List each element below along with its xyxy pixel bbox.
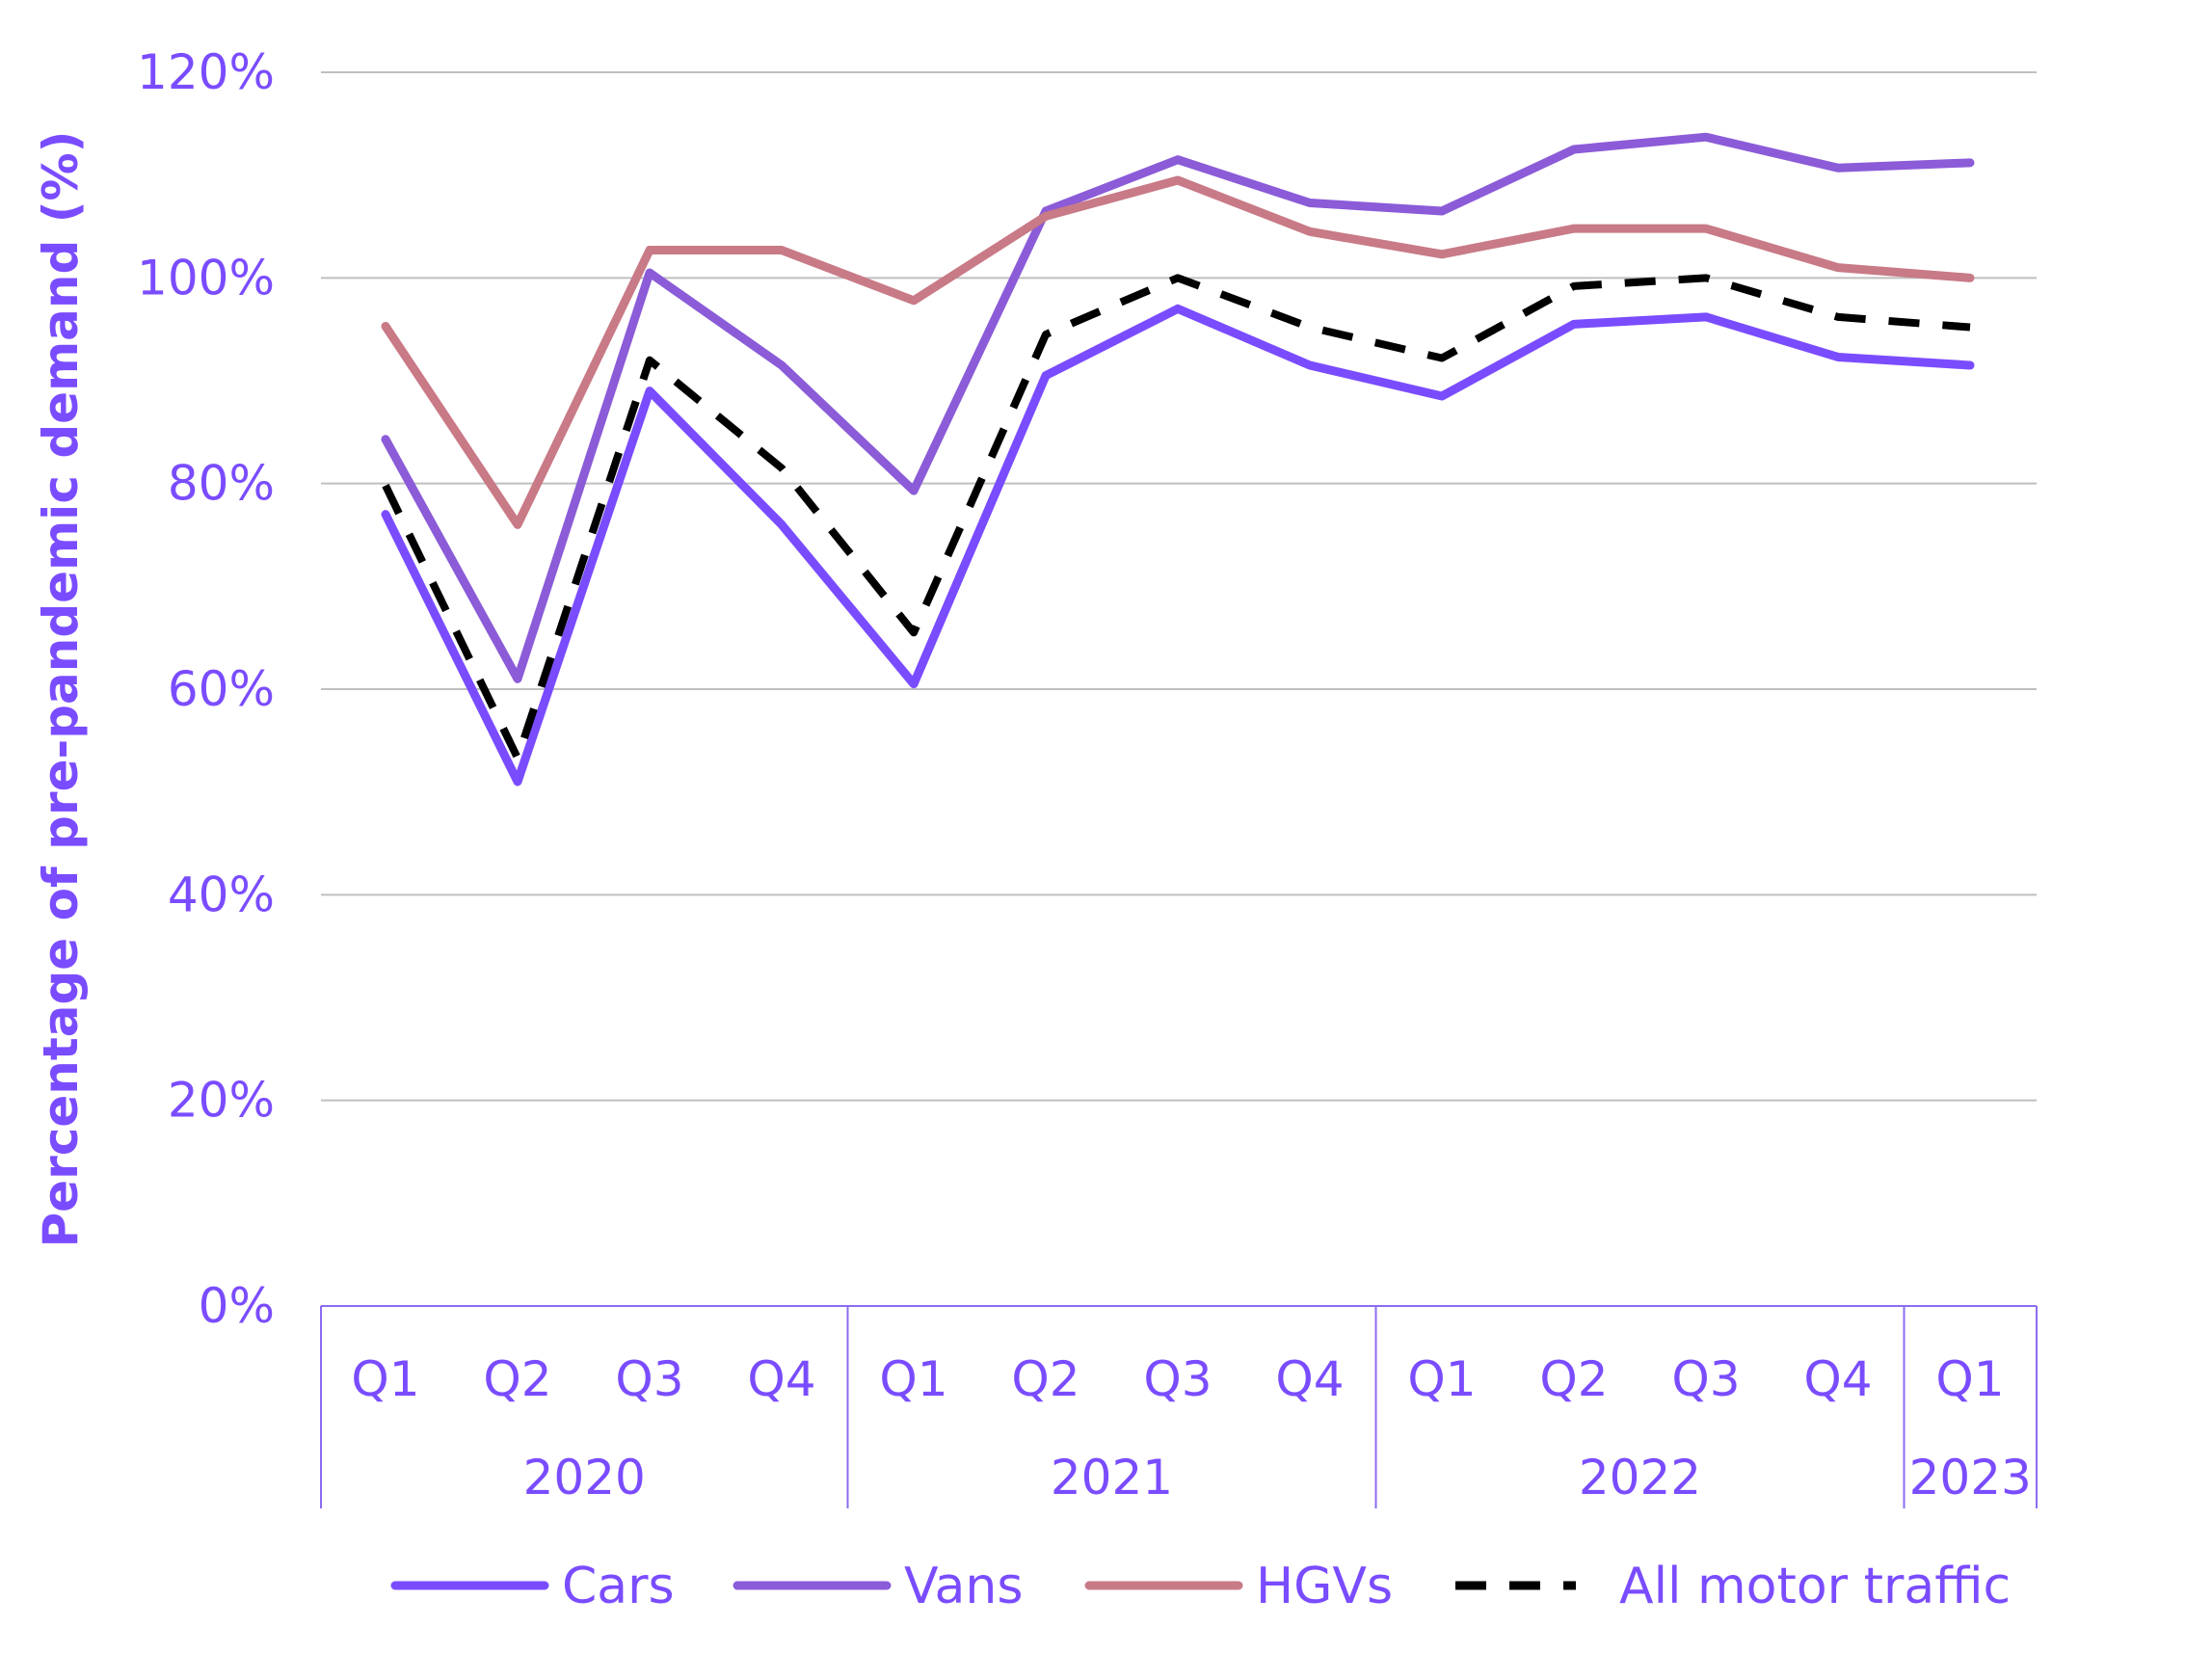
- data-point: [1438, 355, 1446, 362]
- legend: Cars Vans HGVs All motor traffic: [390, 1558, 2011, 1615]
- data-point: [1438, 207, 1446, 215]
- data-point: [382, 482, 389, 490]
- series-line-all-motor-traffic: [382, 274, 1971, 762]
- x-tick-label: Q4: [747, 1351, 815, 1407]
- data-point: [646, 357, 653, 364]
- y-tick-label: 0%: [199, 1278, 275, 1334]
- data-point: [1570, 282, 1578, 290]
- data-point: [1042, 212, 1050, 220]
- data-point: [1966, 159, 1974, 167]
- data-point: [514, 520, 521, 528]
- legend-label: HGVs: [1256, 1558, 1393, 1615]
- x-tick-label: Q1: [1407, 1351, 1476, 1407]
- data-point: [514, 778, 521, 786]
- legend-item-cars: Cars: [390, 1558, 675, 1615]
- x-tick-label: Q3: [615, 1351, 683, 1407]
- x-tick-label: Q1: [879, 1351, 947, 1407]
- y-axis-ticks: 0% 20% 40% 60% 80% 100% 120%: [137, 44, 275, 1334]
- data-point: [1306, 324, 1314, 332]
- data-point: [1570, 320, 1578, 328]
- data-point: [646, 247, 653, 254]
- data-point: [778, 520, 786, 528]
- data-point: [1042, 372, 1050, 380]
- data-point: [646, 269, 653, 277]
- data-point: [1306, 199, 1314, 206]
- data-point: [910, 628, 918, 636]
- data-point: [778, 361, 786, 369]
- data-point: [1570, 146, 1578, 153]
- data-point: [1306, 361, 1314, 369]
- data-point: [1834, 313, 1842, 321]
- series-line-hgvs: [381, 175, 1975, 529]
- x-tick-label: Q4: [1275, 1351, 1344, 1407]
- y-tick-label: 60%: [168, 661, 275, 717]
- x-tick-label: Q1: [351, 1351, 419, 1407]
- legend-item-all-motor-traffic: All motor traffic: [1455, 1558, 2011, 1615]
- legend-label: Cars: [562, 1558, 675, 1615]
- data-point: [910, 297, 918, 305]
- data-point: [1042, 331, 1050, 338]
- data-point: [1834, 353, 1842, 360]
- x-tick-label: Q3: [1143, 1351, 1212, 1407]
- data-point: [1174, 176, 1182, 184]
- legend-label: All motor traffic: [1619, 1558, 2011, 1615]
- x-year-label: 2023: [1909, 1450, 2032, 1506]
- data-point: [514, 675, 521, 682]
- data-point: [1702, 313, 1710, 321]
- series-line-vans: [381, 132, 1975, 683]
- data-point: [910, 487, 918, 494]
- data-point: [382, 511, 389, 519]
- data-point: [1570, 225, 1578, 232]
- legend-item-vans: Vans: [733, 1558, 1023, 1615]
- x-tick-label: Q4: [1803, 1351, 1872, 1407]
- x-tick-label: Q2: [483, 1351, 551, 1407]
- y-tick-label: 20%: [168, 1073, 275, 1129]
- data-point: [1438, 392, 1446, 400]
- y-tick-label: 40%: [168, 866, 275, 922]
- x-tick-label: Q3: [1671, 1351, 1740, 1407]
- data-point: [1306, 227, 1314, 235]
- data-point: [646, 387, 653, 395]
- data-point: [1174, 274, 1182, 281]
- data-point: [1834, 164, 1842, 172]
- data-point: [382, 436, 389, 443]
- data-point: [1702, 274, 1710, 281]
- x-tick-label: Q2: [1011, 1351, 1079, 1407]
- data-point: [778, 465, 786, 472]
- x-year-label: 2022: [1579, 1450, 1701, 1506]
- data-point: [1174, 305, 1182, 312]
- data-point: [778, 247, 786, 254]
- data-point: [1966, 274, 1974, 281]
- data-point: [1438, 251, 1446, 258]
- x-tick-label: Q1: [1935, 1351, 2004, 1407]
- data-point: [1702, 225, 1710, 232]
- data-point: [1834, 264, 1842, 272]
- x-tick-label: Q2: [1539, 1351, 1608, 1407]
- data-point: [1966, 361, 1974, 369]
- data-point: [1966, 324, 1974, 332]
- y-axis-title: Percentage of pre-pandemic demand (%): [33, 131, 89, 1248]
- x-axis: Q1 Q2 Q3 Q4 Q1 Q2 Q3 Q4 Q1 Q2 Q3 Q4 Q1 2020 2021 2022 20…: [320, 1305, 2038, 1508]
- legend-label: Vans: [904, 1558, 1023, 1615]
- data-point: [514, 754, 521, 761]
- legend-item-hgvs: HGVs: [1084, 1558, 1393, 1615]
- series-lines: [381, 132, 1975, 786]
- x-year-label: 2021: [1051, 1450, 1173, 1506]
- data-point: [910, 680, 918, 688]
- data-point: [1174, 156, 1182, 164]
- y-tick-label: 80%: [168, 456, 275, 512]
- data-point: [382, 322, 389, 330]
- y-tick-label: 120%: [137, 44, 275, 100]
- y-tick-label: 100%: [137, 250, 275, 306]
- data-point: [1702, 133, 1710, 141]
- series-line-cars: [381, 304, 1975, 786]
- x-year-label: 2020: [523, 1450, 646, 1506]
- gridlines: [321, 71, 2037, 1102]
